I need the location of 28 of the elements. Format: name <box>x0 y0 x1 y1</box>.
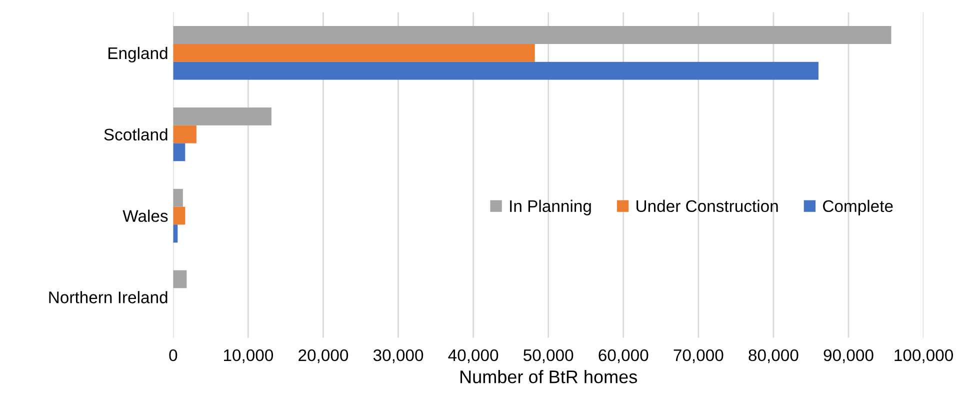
x-tick-label: 30,000 <box>373 349 424 364</box>
x-tick-label: 70,000 <box>674 349 724 364</box>
x-tick-label: 60,000 <box>598 349 648 364</box>
bar <box>173 125 196 144</box>
bar <box>173 44 535 62</box>
bar <box>173 206 186 225</box>
x-tick-label: 0 <box>169 349 178 362</box>
bar <box>173 26 892 44</box>
x-tick-label: 10,000 <box>224 349 274 364</box>
x-tick-label: 90,000 <box>824 349 874 364</box>
legend-label: Under Construction <box>636 200 778 212</box>
x-tick-label: 40,000 <box>448 349 498 364</box>
legend-label: Complete <box>823 200 893 216</box>
bar <box>173 62 818 80</box>
y-tick-label: Northern Ireland <box>49 291 168 304</box>
x-tick-label: 50,000 <box>524 349 574 364</box>
bar <box>173 107 272 126</box>
bar <box>173 143 186 162</box>
x-tick-label: 100,000 <box>894 349 953 364</box>
y-tick-label: Wales <box>122 210 168 222</box>
legend-label: In Planning <box>510 200 591 216</box>
y-tick-label: England <box>108 46 168 62</box>
x-tick-label: 80,000 <box>748 349 798 364</box>
bar <box>173 188 183 207</box>
x-tick-label: 20,000 <box>298 349 348 364</box>
x-axis-title: Number of BtR homes <box>460 370 637 384</box>
y-tick-label: Scotland <box>104 128 168 141</box>
bar <box>173 270 187 288</box>
